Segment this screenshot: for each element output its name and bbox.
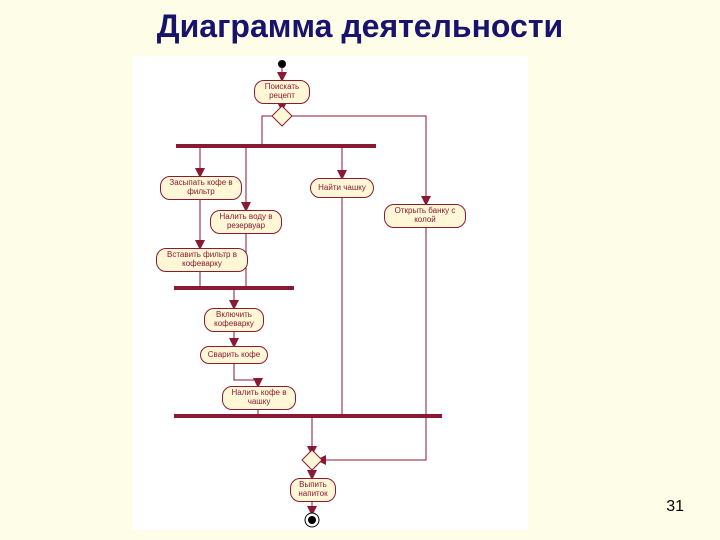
activity-n_open_can: Открыть банку с колой [384,204,466,228]
nodes-layer: Поискать рецепт Засыпать кофе в фильтр Най… [0,0,720,540]
activity-n_brew: Сварить кофе [200,346,268,364]
activity-n_pour_water: Налить воду в резервуар [210,210,282,234]
activity-n_find_cup: Найти чашку [310,178,374,198]
activity-n_find_recipe: Поискать рецепт [254,80,310,104]
activity-n_turn_on: Включить кофеварку [204,308,264,332]
activity-n_pour_coffee: Засыпать кофе в фильтр [160,176,242,200]
activity-n_drink: Выпить напиток [290,478,336,502]
activity-n_insert_filter: Вставить фильтр в кофеварку [156,248,248,272]
slide: Диаграмма деятельности 31 Поискать рецеп… [0,0,720,540]
activity-n_pour_cup: Налить кофе в чашку [222,386,296,410]
